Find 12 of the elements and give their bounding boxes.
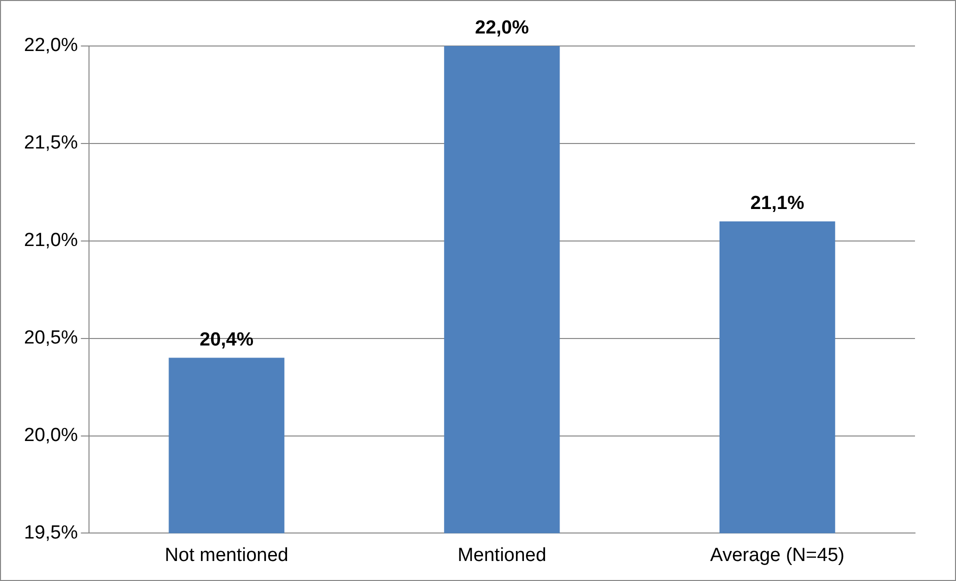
y-tick-label: 20,5% [24,328,78,349]
y-tick-label: 19,5% [24,522,78,544]
y-tick-label: 21,0% [24,230,78,252]
x-tick-label: Average (N=45) [710,544,844,566]
y-tick-label: 22,0% [24,35,78,56]
x-tick-label: Mentioned [458,544,546,566]
y-tick-label: 20,0% [24,424,78,446]
data-label: 21,1% [750,193,804,214]
x-tick-label: Not mentioned [164,544,288,566]
y-tick-label: 21,5% [24,132,78,154]
data-label: 22,0% [475,18,529,39]
data-label: 20,4% [200,330,254,351]
